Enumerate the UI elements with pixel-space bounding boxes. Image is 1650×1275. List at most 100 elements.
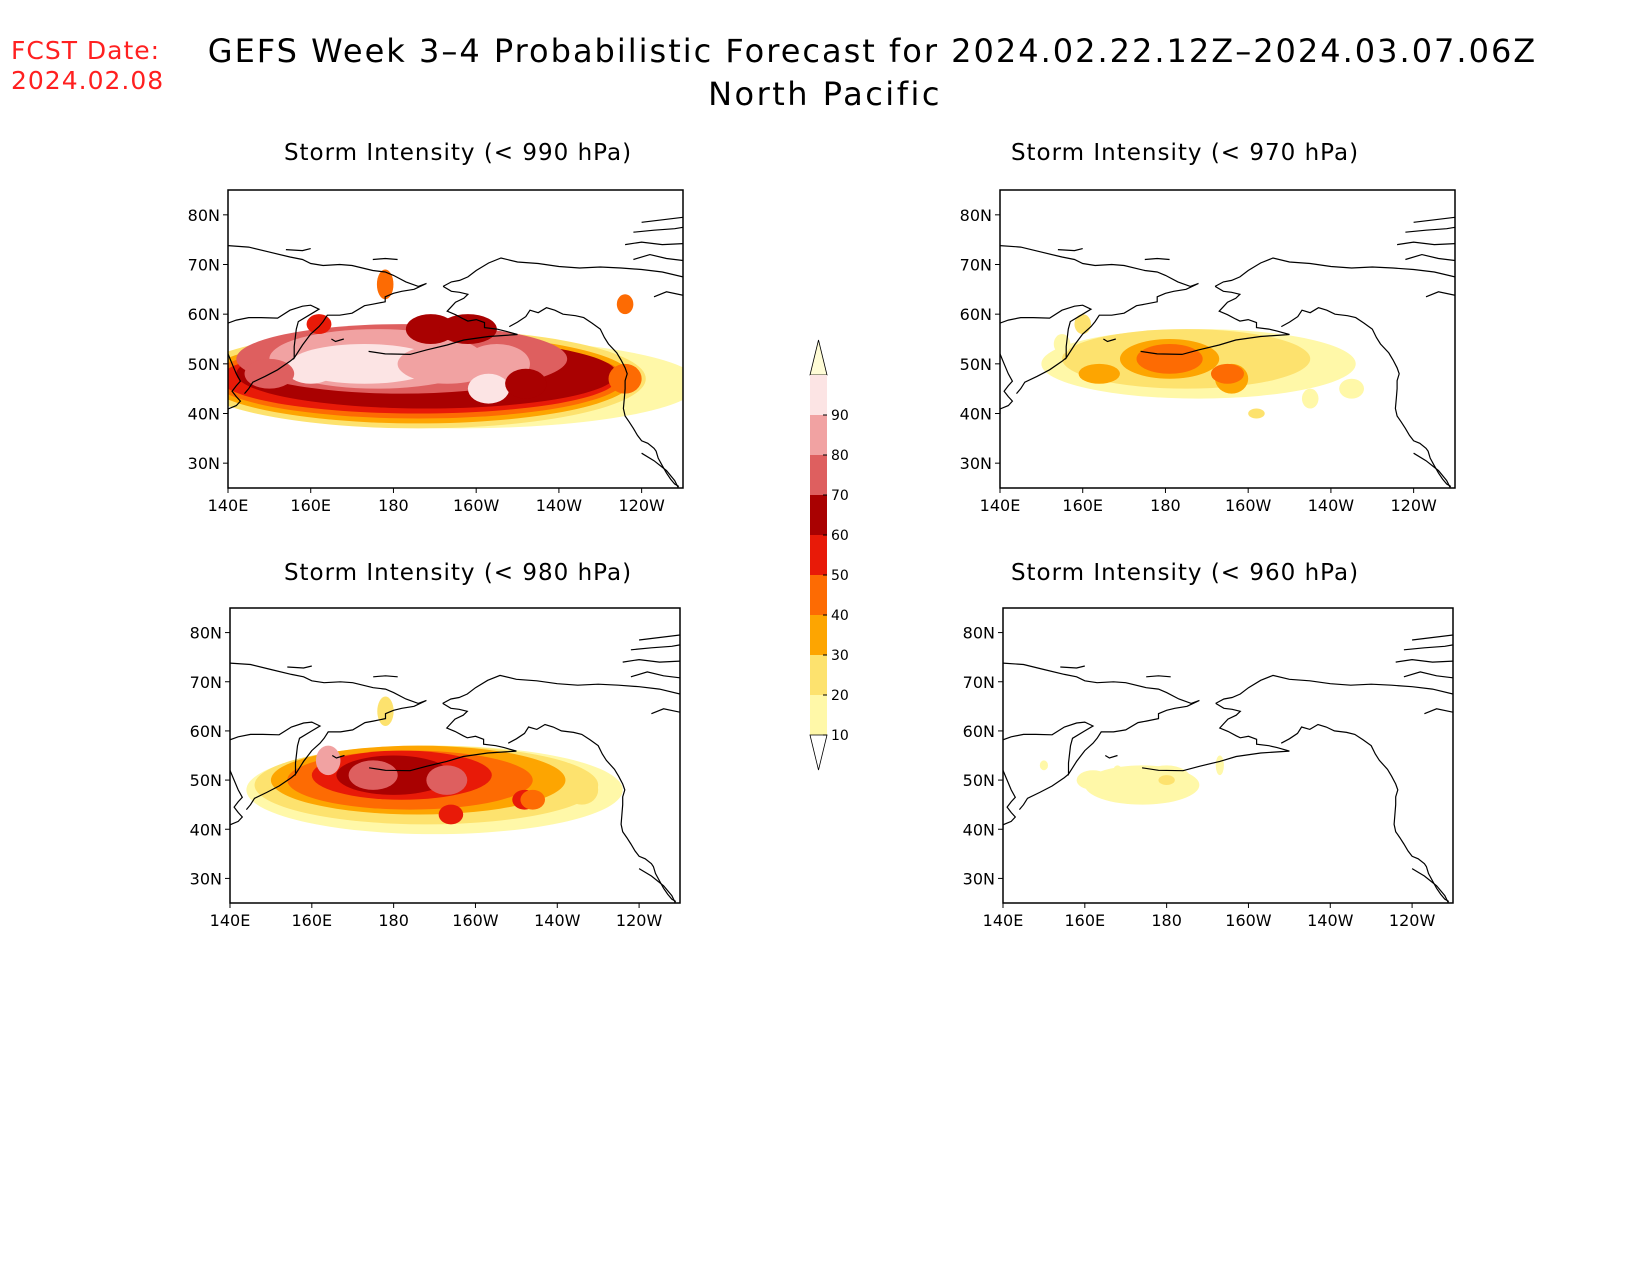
lon-tick-label: 160W xyxy=(1225,911,1272,930)
coastline-segment xyxy=(1142,702,1290,772)
map-panel-970: 140E 160E 180 160W 140W 120W 80N 70N 60N 50N 40N 30… xyxy=(960,189,1456,515)
prob-area-20 xyxy=(1248,408,1265,419)
coastline-segment xyxy=(651,708,680,715)
prob-area-60 xyxy=(505,368,547,399)
coastline-segment xyxy=(1280,723,1450,903)
coastline-segment xyxy=(1405,226,1455,233)
coastline-segment xyxy=(1424,708,1453,715)
prob-area-90 xyxy=(285,353,336,384)
coastline xyxy=(230,634,680,903)
map-frame xyxy=(999,189,1456,489)
lat-tick-label: 50N xyxy=(960,355,992,374)
lon-tick-label: 160E xyxy=(290,496,331,515)
lat-tick-label: 40N xyxy=(960,405,992,424)
lat-tick-label: 80N xyxy=(188,206,220,225)
coastline-segment xyxy=(1104,754,1118,759)
lat-tick-label: 30N xyxy=(188,454,220,473)
coastline-segment xyxy=(372,257,398,261)
lon-tick-label: 140E xyxy=(208,496,249,515)
coastline-segment xyxy=(1403,671,1453,679)
colorbar-legend: 10 20 30 40 50 60 70 80 90 xyxy=(809,339,849,771)
coastline-segment xyxy=(625,241,683,246)
prob-area-40 xyxy=(520,789,545,810)
prob-area-40 xyxy=(1136,343,1203,374)
lat-tick-label: 80N xyxy=(190,624,222,643)
prob-area-10 xyxy=(1113,765,1122,776)
probability-field xyxy=(1039,755,1224,805)
coastline-segment xyxy=(1397,241,1455,246)
coastline-segment xyxy=(1214,257,1455,287)
coastline-segment xyxy=(245,773,296,810)
lon-tick-label: 160W xyxy=(452,911,499,930)
coastline-segment xyxy=(1003,662,1200,777)
colorbar-label: 70 xyxy=(831,488,849,504)
coastline-segment xyxy=(653,291,683,298)
coastline-segment xyxy=(1412,634,1453,641)
coastline-segment xyxy=(1060,665,1085,669)
map-panel-990: 140E 160E 180 160W 140W 120W 80N 70N 60N 50N 40N 30… xyxy=(188,189,684,515)
coastline-segment xyxy=(331,754,345,759)
lon-tick-label: 120W xyxy=(1389,911,1436,930)
coastline-segment xyxy=(1413,452,1452,488)
coastline-segment xyxy=(1395,658,1453,663)
lat-tick-label: 30N xyxy=(190,869,222,888)
coastline-segment xyxy=(373,675,398,678)
coastline-segment xyxy=(285,248,311,252)
prob-area-80 xyxy=(315,745,341,776)
lon-tick-label: 180 xyxy=(1150,496,1181,515)
colorbar-segment xyxy=(810,375,827,415)
prob-area-30 xyxy=(1078,363,1120,384)
coastline xyxy=(1000,216,1455,488)
prob-area-40 xyxy=(1210,363,1245,384)
panel-title-960: Storm Intensity (< 960 hPa) xyxy=(1010,560,1360,586)
coastline-segment xyxy=(630,671,680,679)
probability-field xyxy=(1041,314,1364,419)
prob-area-20 xyxy=(565,775,599,805)
lon-tick-label: 120W xyxy=(618,496,665,515)
coastline-segment xyxy=(1000,353,1014,414)
coastline-segment xyxy=(1103,338,1116,343)
lon-tick-label: 160W xyxy=(1225,496,1272,515)
coastline-segment xyxy=(230,662,427,777)
coastline-segment xyxy=(1411,868,1450,903)
prob-area-10 xyxy=(1039,760,1048,771)
prob-area-70 xyxy=(426,765,468,795)
lat-tick-label: 30N xyxy=(960,454,992,473)
panel-title-990: Storm Intensity (< 990 hPa) xyxy=(283,140,633,166)
lat-tick-label: 40N xyxy=(188,405,220,424)
lat-tick-label: 50N xyxy=(190,771,222,790)
coastline-segment xyxy=(1144,257,1170,261)
lon-tick-label: 140E xyxy=(210,911,251,930)
coastline-segment xyxy=(368,285,518,356)
prob-area-40 xyxy=(616,294,634,315)
coastline-segment xyxy=(1405,253,1455,262)
coastline-segment xyxy=(1140,285,1290,356)
lat-tick-label: 30N xyxy=(963,869,995,888)
colorbar-segment xyxy=(810,615,827,655)
lat-tick-label: 60N xyxy=(190,722,222,741)
colorbar-label: 80 xyxy=(831,448,849,464)
lat-tick-label: 70N xyxy=(960,256,992,275)
coastline xyxy=(1003,634,1453,903)
map-frame xyxy=(229,607,681,904)
lat-tick-label: 80N xyxy=(960,206,992,225)
coastline-segment xyxy=(228,353,242,414)
lon-tick-label: 140W xyxy=(1307,911,1354,930)
lat-tick-label: 60N xyxy=(963,722,995,741)
lon-tick-label: 140W xyxy=(536,496,583,515)
coastline-segment xyxy=(1425,291,1455,298)
lon-tick-label: 120W xyxy=(616,911,663,930)
colorbar-segment xyxy=(810,495,827,535)
coastline-segment xyxy=(1000,245,1199,360)
coastline-segment xyxy=(442,257,683,287)
lat-tick-label: 60N xyxy=(188,305,220,324)
prob-area-20 xyxy=(377,696,394,726)
panel-title-970: Storm Intensity (< 970 hPa) xyxy=(1010,140,1360,166)
forecast-date-block: FCST Date: 2024.02.08 xyxy=(11,36,164,96)
coastline-segment xyxy=(287,665,312,669)
prob-area-20 xyxy=(1158,775,1175,785)
lat-tick-label: 70N xyxy=(963,673,995,692)
coastline-segment xyxy=(639,634,680,641)
prob-area-10 xyxy=(1301,388,1319,409)
colorbar-segment xyxy=(810,575,827,615)
